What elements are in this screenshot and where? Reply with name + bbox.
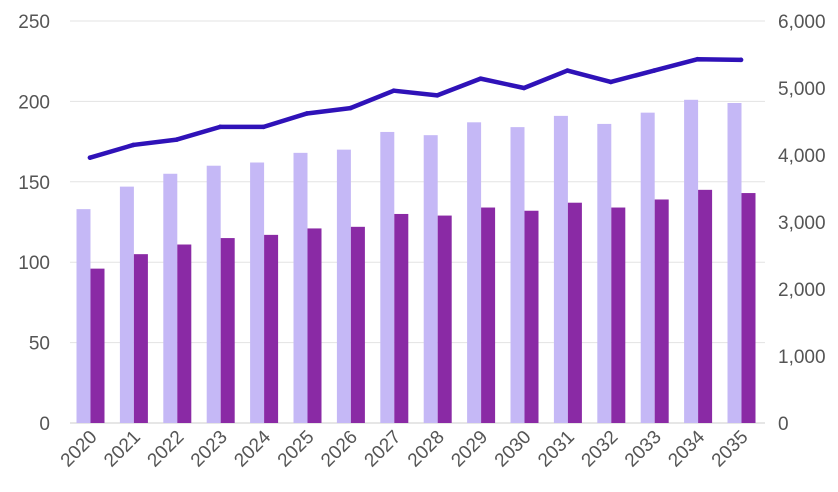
line-point bbox=[478, 76, 483, 81]
bar bbox=[394, 213, 409, 423]
y-left-tick-label: 150 bbox=[18, 173, 50, 194]
x-tick-label: 2020 bbox=[57, 427, 102, 472]
x-tick-label: 2024 bbox=[230, 426, 275, 471]
line-point bbox=[87, 155, 93, 160]
bar bbox=[350, 226, 365, 423]
x-tick-label: 2028 bbox=[404, 427, 449, 472]
line-point bbox=[261, 124, 266, 130]
x-tick-label: 2033 bbox=[621, 427, 666, 472]
x-tick-label: 2031 bbox=[534, 427, 579, 472]
bar bbox=[727, 103, 742, 424]
bar bbox=[163, 173, 178, 423]
bar bbox=[654, 199, 669, 423]
y-right-tick-label: 1,000 bbox=[778, 347, 826, 368]
x-tick-label: 2035 bbox=[708, 427, 753, 472]
line-point bbox=[131, 142, 136, 148]
line-point bbox=[738, 57, 744, 63]
bar bbox=[510, 127, 525, 424]
line-point bbox=[695, 56, 700, 62]
y-right-tick-label: 4,000 bbox=[778, 146, 826, 167]
y-right-tick-label: 6,000 bbox=[778, 12, 826, 33]
line-point bbox=[651, 68, 657, 73]
x-tick-label: 2026 bbox=[317, 427, 362, 472]
bar bbox=[133, 254, 148, 423]
x-tick-label: 2025 bbox=[274, 427, 319, 472]
bar bbox=[423, 135, 438, 423]
x-tick-label: 2023 bbox=[187, 427, 232, 472]
bar bbox=[567, 202, 582, 423]
line-point bbox=[521, 85, 527, 91]
bar bbox=[76, 209, 91, 423]
line-point bbox=[217, 124, 223, 130]
line-point bbox=[174, 137, 180, 142]
y-right-tick-label: 2,000 bbox=[778, 280, 826, 301]
line-point bbox=[304, 111, 310, 116]
bar bbox=[597, 123, 612, 424]
bar bbox=[553, 115, 568, 423]
x-tick-label: 2030 bbox=[491, 427, 536, 472]
bar bbox=[524, 210, 539, 423]
bar bbox=[307, 228, 322, 423]
bar bbox=[684, 99, 699, 424]
y-left-tick-label: 50 bbox=[29, 334, 50, 355]
bar bbox=[437, 215, 452, 423]
bar bbox=[481, 207, 496, 423]
y-left-tick-label: 0 bbox=[39, 414, 50, 435]
bar bbox=[640, 112, 655, 423]
x-tick-label: 2029 bbox=[447, 427, 492, 472]
y-right-tick-label: 3,000 bbox=[778, 213, 826, 234]
bar bbox=[220, 238, 235, 423]
bars bbox=[76, 99, 756, 424]
x-axis: 2020202120222023202420252026202720282029… bbox=[57, 426, 753, 471]
bar bbox=[380, 131, 395, 423]
bar bbox=[206, 165, 221, 423]
bar bbox=[467, 122, 482, 423]
bar bbox=[119, 186, 134, 423]
y-right-tick-label: 0 bbox=[778, 414, 789, 435]
x-tick-label: 2021 bbox=[100, 427, 145, 472]
line-point bbox=[608, 79, 614, 85]
x-tick-label: 2032 bbox=[578, 427, 623, 472]
left-axis: 0 50 100 150 200 250 bbox=[18, 12, 50, 435]
y-left-tick-label: 200 bbox=[18, 92, 50, 113]
bar bbox=[698, 189, 713, 423]
bar bbox=[611, 207, 626, 423]
y-right-tick-label: 5,000 bbox=[778, 79, 826, 100]
bar bbox=[336, 149, 351, 423]
bar bbox=[250, 162, 265, 423]
y-left-tick-label: 250 bbox=[18, 12, 50, 33]
y-left-tick-label: 100 bbox=[18, 253, 50, 274]
bar bbox=[90, 268, 105, 423]
x-tick-label: 2027 bbox=[361, 427, 406, 472]
x-tick-label: 2034 bbox=[664, 426, 709, 471]
line-point bbox=[391, 88, 397, 93]
x-tick-label: 2022 bbox=[144, 427, 189, 472]
line-point bbox=[434, 93, 440, 98]
bar bbox=[177, 244, 192, 423]
line-series bbox=[87, 56, 744, 160]
bar bbox=[741, 193, 756, 423]
bar bbox=[293, 152, 308, 423]
right-axis: 0 1,000 2,000 3,000 4,000 5,000 6,000 bbox=[778, 12, 826, 435]
line-point bbox=[348, 105, 353, 111]
bar bbox=[264, 234, 279, 423]
series-line bbox=[87, 56, 744, 160]
line-point bbox=[565, 68, 570, 73]
